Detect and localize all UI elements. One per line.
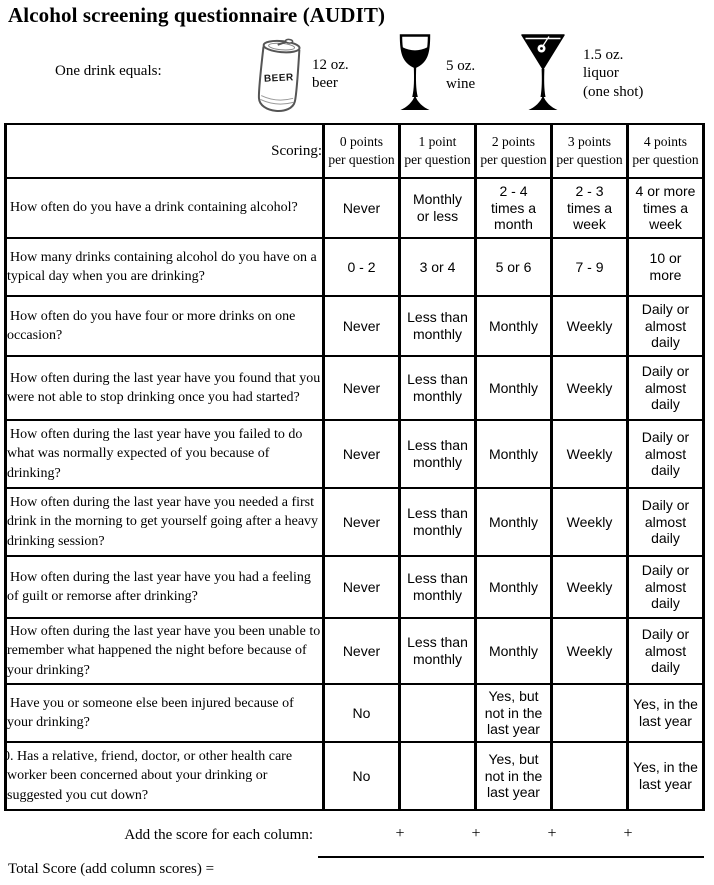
table-row: 5. How often during the last year have y… (4, 419, 705, 489)
answer-cell: Never (322, 419, 401, 489)
answer-cell: Less than monthly (398, 487, 477, 557)
total-score-label: Total Score (add column scores) = (8, 861, 215, 877)
answer-cell: 3 or 4 (398, 237, 477, 297)
question-cell: 6. How often during the last year have y… (4, 487, 325, 557)
answer-cell: Never (322, 487, 401, 557)
answer-cell (550, 741, 629, 811)
table-row: 4. How often during the last year have y… (4, 355, 705, 421)
answer-cell: Daily or almost daily (626, 355, 705, 421)
table-row: 7. How often during the last year have y… (4, 555, 705, 619)
answer-cell: Yes, but not in the last year (474, 683, 553, 743)
answer-cell: Weekly (550, 617, 629, 685)
table-row: 2. How many drinks containing alcohol do… (4, 237, 705, 297)
answer-cell: 7 - 9 (550, 237, 629, 297)
column-header-1-point: 1 point per question (398, 123, 477, 179)
plus-sign: + (547, 825, 557, 842)
question-cell: 10. Has a relative, friend, doctor, or o… (4, 741, 325, 811)
answer-cell: Monthly (474, 487, 553, 557)
plus-sign: + (395, 825, 405, 842)
answer-cell: 0 - 2 (322, 237, 401, 297)
liquor-label: 1.5 oz. liquor (one shot) (583, 47, 644, 100)
scoring-label: Scoring: (4, 123, 325, 179)
answer-cell (398, 683, 477, 743)
question-cell: 4. How often during the last year have y… (4, 355, 325, 421)
martini-glass-icon (521, 34, 565, 110)
add-score-label: Add the score for each column: (124, 827, 313, 843)
answer-cell: Less than monthly (398, 419, 477, 489)
beer-can-icon: BEER (257, 38, 301, 112)
plus-sign: + (471, 825, 481, 842)
audit-table: Scoring: 0 points per question 1 point p… (4, 123, 705, 811)
question-cell: 2. How many drinks containing alcohol do… (4, 237, 325, 297)
total-score-line (318, 856, 704, 858)
column-header-0-points: 0 points per question (322, 123, 401, 179)
answer-cell: Weekly (550, 487, 629, 557)
wine-label: 5 oz. wine (446, 58, 476, 93)
answer-cell: Less than monthly (398, 355, 477, 421)
question-cell: 9. Have you or someone else been injured… (4, 683, 325, 743)
answer-cell: 4 or more times a week (626, 177, 705, 239)
beer-label: 12 oz. beer (312, 57, 349, 92)
answer-cell: 2 - 3 times a week (550, 177, 629, 239)
column-header-2-points: 2 points per question (474, 123, 553, 179)
plus-sign: + (623, 825, 633, 842)
answer-cell: Weekly (550, 555, 629, 619)
answer-cell: Yes, in the last year (626, 683, 705, 743)
answer-cell: Never (322, 295, 401, 357)
beer-can-text: BEER (264, 72, 295, 85)
table-row: 6. How often during the last year have y… (4, 487, 705, 557)
page-title: Alcohol screening questionnaire (AUDIT) (8, 3, 386, 27)
answer-cell: Never (322, 617, 401, 685)
table-row: 10. Has a relative, friend, doctor, or o… (4, 741, 705, 811)
answer-cell (550, 683, 629, 743)
table-row: 1. How often do you have a drink contain… (4, 177, 705, 239)
table-row: 8. How often during the last year have y… (4, 617, 705, 685)
table-row: 9. Have you or someone else been injured… (4, 683, 705, 743)
answer-cell: 5 or 6 (474, 237, 553, 297)
answer-cell: Never (322, 555, 401, 619)
answer-cell: Weekly (550, 355, 629, 421)
answer-cell (398, 741, 477, 811)
answer-cell: Daily or almost daily (626, 419, 705, 489)
answer-cell: 2 - 4 times a month (474, 177, 553, 239)
answer-cell: Less than monthly (398, 555, 477, 619)
answer-cell: Monthly (474, 617, 553, 685)
answer-cell: Monthly (474, 555, 553, 619)
wine-glass-icon (399, 34, 431, 110)
question-cell: 7. How often during the last year have y… (4, 555, 325, 619)
answer-cell: Yes, in the last year (626, 741, 705, 811)
answer-cell: Weekly (550, 419, 629, 489)
column-header-3-points: 3 points per question (550, 123, 629, 179)
answer-cell: Daily or almost daily (626, 555, 705, 619)
answer-cell: Daily or almost daily (626, 295, 705, 357)
answer-cell: Weekly (550, 295, 629, 357)
answer-cell: Yes, but not in the last year (474, 741, 553, 811)
answer-cell: Monthly (474, 419, 553, 489)
answer-cell: Daily or almost daily (626, 487, 705, 557)
answer-cell: No (322, 741, 401, 811)
answer-cell: Never (322, 355, 401, 421)
answer-cell: Never (322, 177, 401, 239)
answer-cell: 10 or more (626, 237, 705, 297)
answer-cell: Less than monthly (398, 617, 477, 685)
table-header-row: Scoring: 0 points per question 1 point p… (4, 123, 705, 179)
answer-cell: Monthly (474, 295, 553, 357)
question-cell: 5. How often during the last year have y… (4, 419, 325, 489)
table-row: 3. How often do you have four or more dr… (4, 295, 705, 357)
column-header-4-points: 4 points per question (626, 123, 705, 179)
question-cell: 8. How often during the last year have y… (4, 617, 325, 685)
question-cell: 1. How often do you have a drink contain… (4, 177, 325, 239)
one-drink-equals-label: One drink equals: (55, 63, 162, 79)
answer-cell: Monthly or less (398, 177, 477, 239)
answer-cell: Less than monthly (398, 295, 477, 357)
answer-cell: Daily or almost daily (626, 617, 705, 685)
answer-cell: No (322, 683, 401, 743)
answer-cell: Monthly (474, 355, 553, 421)
question-cell: 3. How often do you have four or more dr… (4, 295, 325, 357)
